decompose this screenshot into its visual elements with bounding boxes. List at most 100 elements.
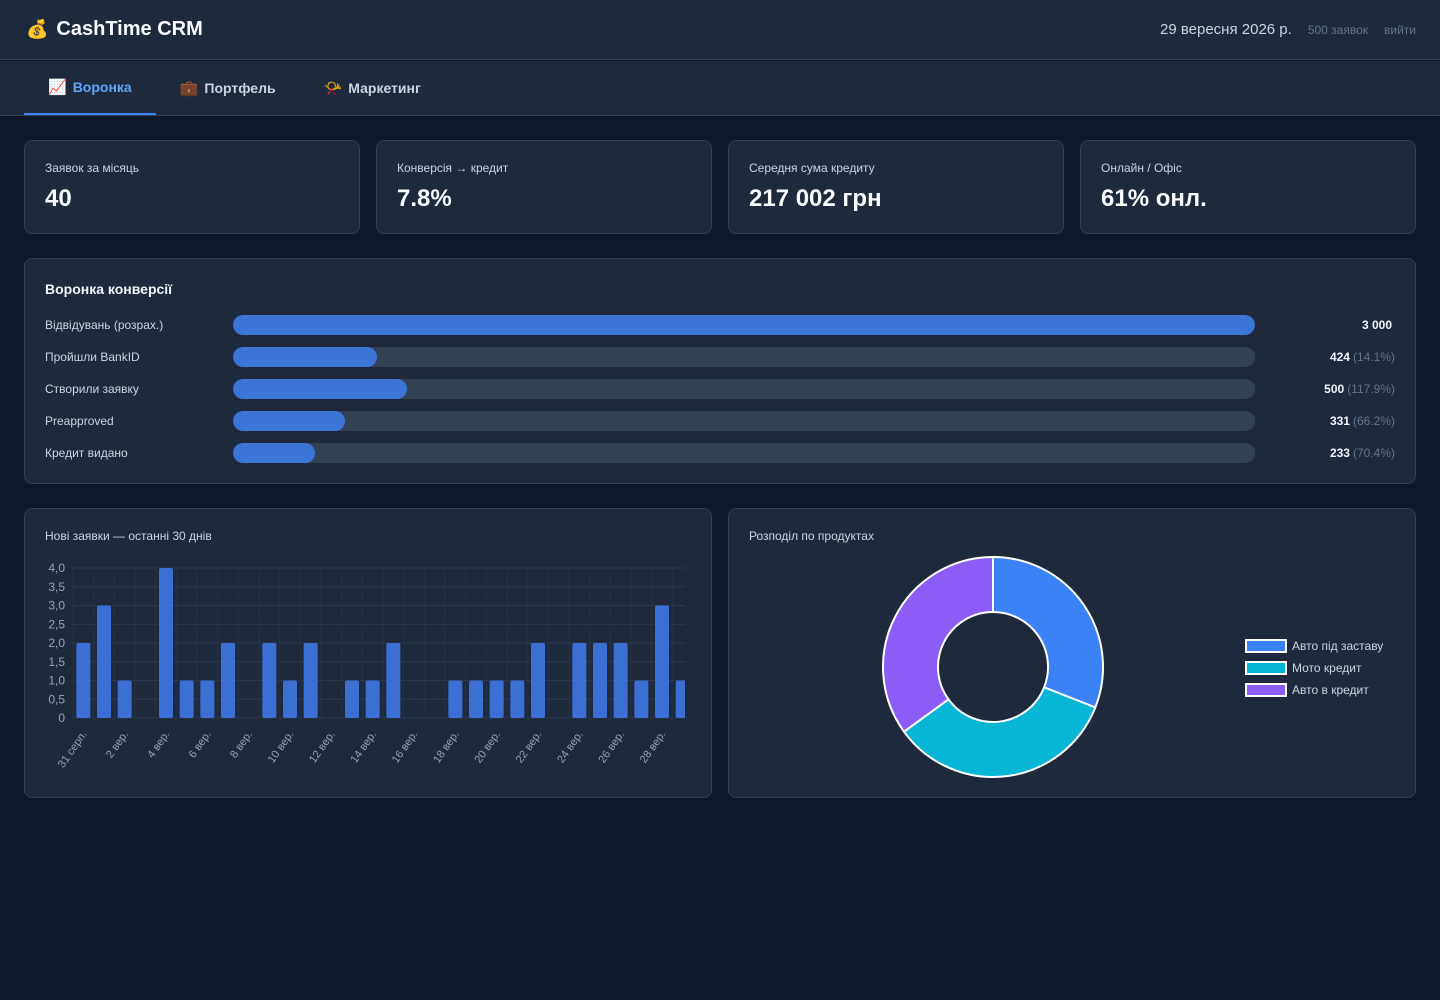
kpi-value: 217 002 грн	[749, 185, 882, 212]
donut-slice	[992, 555, 1104, 709]
y-tick-label: 4,0	[48, 561, 65, 575]
funnel-row-label: Пройшли BankID	[45, 350, 140, 364]
tab-portfolio[interactable]: 💼 Портфель	[156, 61, 300, 115]
y-tick-label: 1,5	[48, 655, 65, 669]
funnel-row: Відвідувань (розрах.) 3 000	[45, 315, 1395, 335]
bar	[386, 643, 401, 718]
x-tick-label: 26 вер.	[596, 729, 627, 766]
bar-chart: 0 0,5 1,0 1,5 2,0 2,5 3,0 3,5 4,0 31 серп. 2 вер. 4…	[48, 561, 685, 770]
bar	[510, 680, 525, 718]
funnel-row-value: 424 (14.1%)	[1255, 350, 1395, 364]
y-tick-label: 0,5	[48, 692, 65, 706]
bar	[655, 605, 669, 718]
new-requests-chart-card: Нові заявки — останні 30 днів 0 0,5 1,0 1,5…	[24, 508, 712, 798]
legend-swatch	[1245, 639, 1287, 653]
logout-link[interactable]: вийти	[1384, 22, 1416, 37]
bar	[303, 643, 318, 718]
kpi-card-online-office: Онлайн / Офіс 61% онл.	[1080, 140, 1416, 234]
bar	[221, 643, 235, 718]
kpi-card-monthly-requests: Заявок за місяць 40	[24, 140, 360, 234]
funnel-fill	[233, 443, 315, 463]
bar	[262, 643, 277, 718]
donut-slice	[882, 555, 994, 734]
tab-label: Маркетинг	[348, 80, 421, 96]
briefcase-icon: 💼	[179, 80, 199, 97]
chart-increasing-icon: 📈	[48, 79, 67, 96]
funnel-row: Кредит видано 233 (70.4%)	[45, 443, 1395, 463]
funnel-row-value: 331 (66.2%)	[1255, 414, 1395, 428]
y-tick-label: 0	[58, 711, 65, 725]
bar	[365, 680, 380, 718]
funnel-count: 331	[1329, 414, 1350, 428]
x-tick-label: 6 вер.	[187, 729, 214, 761]
x-tick-label: 18 вер.	[431, 729, 462, 766]
bar	[593, 643, 607, 718]
funnel-row-value: 3 000	[1255, 318, 1395, 332]
funnel-track	[233, 315, 1255, 335]
legend-swatch	[1245, 661, 1287, 675]
funnel-row-value: 233 (70.4%)	[1255, 446, 1395, 460]
funnel-row: Пройшли BankID 424 (14.1%)	[45, 347, 1395, 367]
legend-label: Авто в кредит	[1292, 683, 1369, 697]
funnel-percent: (117.9%)	[1347, 382, 1395, 396]
bar	[345, 680, 359, 718]
tab-funnel[interactable]: 📈 Воронка	[24, 61, 156, 115]
funnel-count: 3 000	[1361, 318, 1392, 332]
bar	[283, 680, 297, 718]
tab-label: Воронка	[72, 79, 132, 95]
legend-label: Мото кредит	[1292, 661, 1362, 675]
legend-label: Авто під заставу	[1292, 639, 1383, 653]
funnel-row-label: Кредит видано	[45, 446, 128, 460]
tab-marketing[interactable]: 📯 Маркетинг	[300, 61, 445, 115]
kpi-label: Онлайн / Офіс	[1101, 161, 1182, 175]
funnel-fill	[233, 411, 346, 431]
funnel-row-label: Preapproved	[45, 414, 114, 428]
funnel-row-value: 500 (117.9%)	[1255, 382, 1395, 396]
x-tick-label: 31 серп.	[56, 729, 90, 770]
funnel-title: Воронка конверсії	[45, 281, 173, 297]
bar	[448, 680, 463, 718]
x-tick-label: 24 вер.	[555, 729, 586, 766]
funnel-track	[233, 347, 1255, 367]
bar	[200, 680, 215, 718]
tab-bar: 📈 Воронка 💼 Портфель 📯 Маркетинг	[0, 61, 1440, 116]
x-tick-label: 14 вер.	[348, 729, 379, 766]
funnel-card: Воронка конверсії Відвідувань (розрах.) …	[24, 258, 1416, 484]
funnel-count: 233	[1329, 446, 1350, 460]
funnel-row: Створили заявку 500 (117.9%)	[45, 379, 1395, 399]
funnel-fill	[233, 347, 378, 367]
bar	[634, 680, 649, 718]
bar	[159, 568, 173, 718]
kpi-label: Середня сума кредиту	[749, 161, 875, 175]
kpi-label: Конверсія → кредит	[397, 161, 509, 175]
bar	[572, 643, 587, 718]
brand: 💰 CashTime CRM	[26, 18, 203, 41]
funnel-count: 500	[1324, 382, 1345, 396]
bar	[117, 680, 132, 718]
bar	[179, 680, 194, 718]
bar	[675, 680, 685, 718]
current-date: 29 вересня 2026 р.	[1160, 21, 1292, 38]
x-tick-label: 22 вер.	[514, 729, 545, 766]
funnel-percent: (14.1%)	[1352, 350, 1395, 364]
kpi-card-conversion: Конверсія → кредит 7.8%	[376, 140, 712, 234]
bar	[469, 680, 483, 718]
funnel-fill	[233, 315, 1255, 335]
tab-label: Портфель	[204, 80, 276, 96]
app-title: CashTime CRM	[56, 18, 203, 40]
y-tick-label: 3,0	[48, 599, 65, 613]
requests-count: 500 заявок	[1307, 22, 1369, 37]
y-tick-label: 2,5	[48, 617, 65, 631]
bar	[97, 605, 111, 718]
bar	[76, 643, 91, 718]
bar	[489, 680, 504, 718]
y-tick-label: 3,5	[48, 580, 65, 594]
funnel-percent: (66.2%)	[1352, 414, 1395, 428]
pie-chart-title: Розподіл по продуктах	[749, 529, 874, 543]
x-tick-label: 20 вер.	[472, 729, 503, 766]
funnel-fill	[233, 379, 407, 399]
y-tick-label: 1,0	[48, 674, 65, 688]
funnel-row-label: Створили заявку	[45, 382, 139, 396]
bar	[531, 643, 545, 718]
bar-chart-title: Нові заявки — останні 30 днів	[45, 529, 212, 543]
